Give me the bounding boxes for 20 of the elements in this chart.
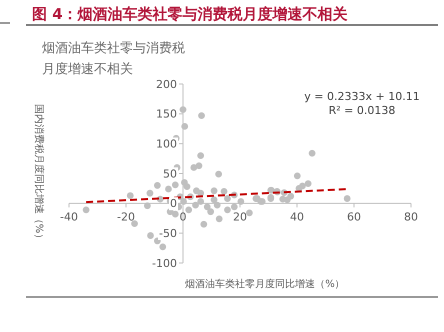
chart-subtitle: 烟酒油车类社零与消费税月度增速不相关 (42, 41, 185, 77)
y-tick-label: 200 (156, 78, 177, 91)
x-tick-label: 40 (290, 210, 304, 224)
x-tick-label: 20 (233, 210, 247, 224)
y-axis-title: 国内消费税月度同比增速（%） (33, 104, 45, 244)
x-tick-label: 80 (404, 210, 418, 224)
x-axis-title: 烟酒油车类社零月度同比增速（%） (185, 278, 345, 290)
y-tick-label: -100 (152, 256, 177, 270)
annotation: R² = 0.0138 (328, 104, 396, 117)
y-tick-label: 50 (163, 167, 177, 180)
x-tick-label: 60 (347, 210, 361, 224)
y-tick-label: 0 (170, 197, 177, 210)
y-tick-label: 150 (156, 108, 177, 121)
chart-title: 图 4：烟酒油车类社零与消费税月度增速不相关 (32, 5, 348, 23)
y-tick-label: 100 (156, 138, 177, 151)
annotation: y = 0.2333x + 10.11 (304, 90, 420, 103)
y-tick-label: -50 (159, 227, 177, 240)
x-tick-label: -20 (117, 210, 135, 224)
x-tick-label: -40 (60, 210, 78, 224)
x-tick-label: 0 (180, 210, 186, 224)
